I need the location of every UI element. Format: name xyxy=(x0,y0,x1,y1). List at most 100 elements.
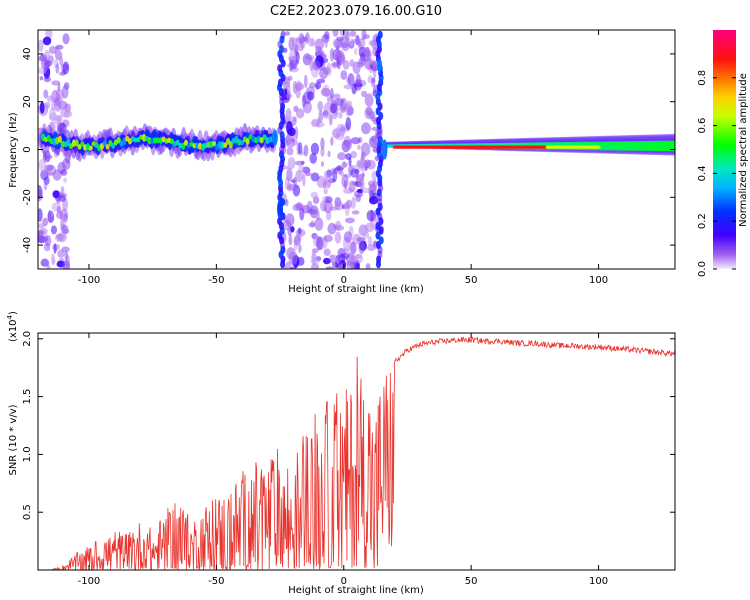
heatmap-noise-cell xyxy=(356,188,364,194)
heatmap-noise-cell xyxy=(57,249,65,258)
heatmap-y-tick-label: -20 xyxy=(22,189,33,205)
heatmap-noise-cell xyxy=(56,206,61,214)
heatmap-edge-cell xyxy=(277,217,283,226)
heatmap-noise-cell xyxy=(350,137,361,145)
heatmap-noise-cell xyxy=(311,248,319,253)
heatmap-noise-cell xyxy=(334,166,345,171)
heatmap-noise-cell xyxy=(350,151,357,159)
heatmap-noise-cell xyxy=(349,59,355,67)
heatmap-noise-cell xyxy=(365,263,371,269)
heatmap-noise-cell xyxy=(286,141,295,149)
snr-x-tick-label: 0 xyxy=(341,576,347,587)
heatmap-noise-cell xyxy=(334,98,345,106)
heatmap-noise-cell xyxy=(363,159,371,168)
heatmap-noise-cell xyxy=(288,234,293,246)
snr-x-tick-label: -100 xyxy=(78,576,101,587)
heatmap-noise-cell xyxy=(44,235,52,247)
colorbar-ticks: 0.0 0.2 0.4 0.6 0.8 xyxy=(697,70,736,277)
heatmap-noise-cell xyxy=(329,47,335,62)
heatmap-noise-cell xyxy=(50,100,56,111)
heatmap-noise-cell xyxy=(38,223,46,229)
heatmap-noise-cell xyxy=(53,115,62,125)
heatmap-noise-cell xyxy=(320,87,331,97)
heatmap-noise-cell xyxy=(367,75,373,84)
heatmap-noise-cell xyxy=(373,192,379,199)
heatmap-noise-cell xyxy=(346,100,353,110)
heatmap-edge-cell xyxy=(378,226,384,235)
heatmap-noise-cell xyxy=(293,234,301,246)
heatmap-noise-cell xyxy=(358,240,366,255)
heatmap-noise-cell xyxy=(332,30,339,37)
heatmap-edge-cell xyxy=(381,139,388,160)
heatmap-noise-cell xyxy=(343,231,353,243)
heatmap-noise-cell xyxy=(331,61,339,69)
heatmap-noise-cell xyxy=(334,224,345,231)
heatmap-noise-cell xyxy=(38,39,44,52)
heatmap-noise-cell xyxy=(52,258,56,264)
heatmap-signal-cell xyxy=(147,137,152,145)
heatmap-y-tick-label: 40 xyxy=(22,48,33,61)
heatmap-noise-cell xyxy=(338,263,344,269)
snr-y-multiplier: (x104) xyxy=(6,311,19,342)
colorbar-tick-label: 0.6 xyxy=(697,118,708,134)
heatmap-noise-cell xyxy=(363,34,370,39)
heatmap-noise-cell xyxy=(315,121,325,128)
heatmap-noise-cell xyxy=(341,174,349,189)
heatmap-noise-cell xyxy=(63,177,67,183)
heatmap-noise-cell xyxy=(366,209,376,222)
heatmap-signal-cell xyxy=(77,144,82,150)
heatmap-noise-cell xyxy=(323,234,333,243)
heatmap-noise-cell xyxy=(302,173,306,187)
heatmap-noise-cell xyxy=(362,231,370,239)
snr-y-tick-label: 1.5 xyxy=(22,389,33,405)
figure-title: C2E2.2023.079.16.00.G10 xyxy=(270,4,442,19)
heatmap-x-tick-label: -50 xyxy=(208,275,224,286)
heatmap-noise-cell xyxy=(43,76,51,83)
heatmap-trace-core xyxy=(596,145,601,149)
heatmap-noise-cell xyxy=(312,60,321,71)
heatmap-y-tick-label: -40 xyxy=(22,237,33,253)
heatmap-signal-cell xyxy=(223,142,228,149)
heatmap-noise-cell xyxy=(287,75,293,81)
heatmap-noise-cell xyxy=(359,155,365,170)
heatmap-noise-cell xyxy=(327,222,337,235)
snr-x-axis-label: Height of straight line (km) xyxy=(288,585,424,596)
snr-y-tick-label: 1.0 xyxy=(22,446,33,462)
heatmap-noise-cell xyxy=(310,172,320,182)
heatmap-noise-cell xyxy=(300,160,305,165)
heatmap-noise-cell xyxy=(302,53,312,66)
heatmap-noise-cell xyxy=(298,164,305,173)
heatmap-noise-cell xyxy=(61,217,68,225)
heatmap-noise-cell xyxy=(357,144,361,150)
heatmap-noise-cell xyxy=(314,217,324,231)
heatmap-signal-cell xyxy=(156,137,161,144)
colorbar-tick-label: 0.2 xyxy=(697,213,708,229)
heatmap-noise-cell xyxy=(336,123,346,137)
heatmap-noise-cell xyxy=(322,114,333,119)
colorbar-gradient xyxy=(713,30,736,269)
heatmap-noise-cell xyxy=(295,169,303,183)
heatmap-signal-cell xyxy=(237,138,242,146)
snr-panel: -100 -50 0 50 100 0.5 1.0 1.5 2.0 Height of str… xyxy=(6,311,676,596)
heatmap-noise-cell xyxy=(351,39,358,44)
heatmap-noise-cell xyxy=(350,263,357,269)
snr-series-line xyxy=(38,336,675,570)
heatmap-noise-cell xyxy=(341,162,348,168)
heatmap-noise-cell xyxy=(320,146,325,157)
heatmap-edge-cell xyxy=(378,236,384,245)
heatmap-noise-cell xyxy=(62,260,71,269)
heatmap-noise-cell xyxy=(286,168,293,182)
heatmap-x-axis-label: Height of straight line (km) xyxy=(288,284,424,295)
heatmap-noise-cell xyxy=(298,32,305,45)
heatmap-noise-cell xyxy=(61,224,69,235)
heatmap-noise-cell xyxy=(55,44,64,50)
heatmap-signal-cell xyxy=(175,139,180,146)
heatmap-noise-cell xyxy=(337,56,344,62)
heatmap-noise-cell xyxy=(60,107,70,118)
heatmap-noise-cell xyxy=(315,236,323,251)
heatmap-signal-cell xyxy=(240,140,245,146)
heatmap-noise-cell xyxy=(344,217,355,224)
heatmap-noise-cell xyxy=(320,200,327,212)
heatmap-signal-cell xyxy=(57,135,62,143)
heatmap-noise-cell xyxy=(325,175,332,188)
